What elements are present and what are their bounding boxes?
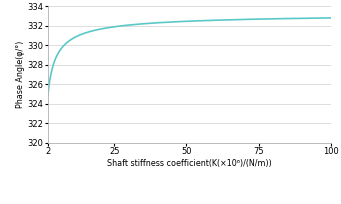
Axial vector phase xyxy=(321,17,325,19)
X-axis label: Shaft stiffness coefficient(K(×10⁶)/(N/m)): Shaft stiffness coefficient(K(×10⁶)/(N/m… xyxy=(107,159,272,168)
Line: Axial vector phase: Axial vector phase xyxy=(48,18,331,96)
Axial vector phase xyxy=(46,95,50,98)
Axial vector phase xyxy=(183,20,188,23)
Y-axis label: Phase Angle(φ/°): Phase Angle(φ/°) xyxy=(16,41,25,108)
Axial vector phase xyxy=(60,46,64,49)
Axial vector phase xyxy=(321,17,325,19)
Axial vector phase xyxy=(269,18,273,20)
Axial vector phase xyxy=(329,17,333,19)
Axial vector phase xyxy=(176,20,180,23)
